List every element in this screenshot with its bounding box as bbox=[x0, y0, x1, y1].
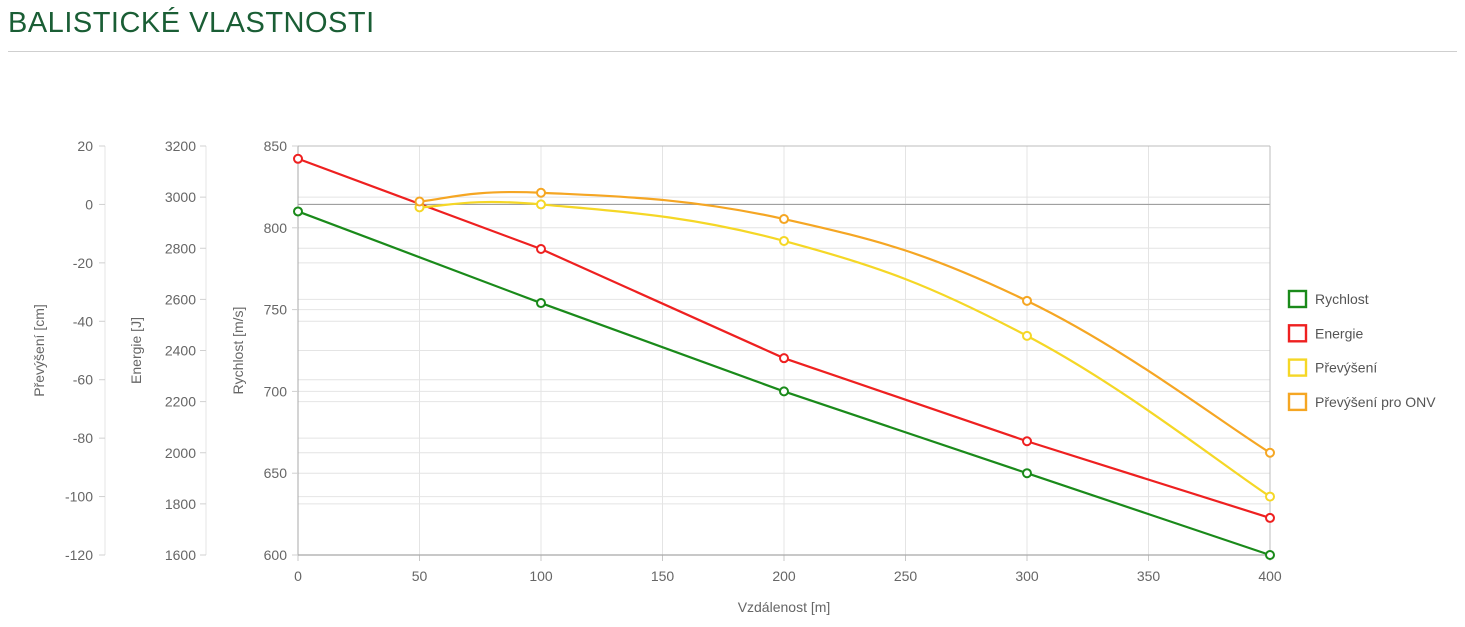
series-point-1 bbox=[1265, 550, 1275, 560]
x-tick-label: 200 bbox=[772, 568, 796, 584]
legend-swatch bbox=[1287, 289, 1308, 309]
speed-tick-label: 800 bbox=[264, 220, 288, 236]
page-title: BALISTICKÉ VLASTNOSTI bbox=[8, 7, 375, 39]
series-line-4 bbox=[419, 190, 1271, 454]
series-point-2 bbox=[1022, 436, 1032, 447]
series-point-2 bbox=[536, 244, 546, 255]
drop-tick-label: -40 bbox=[73, 313, 93, 329]
energy-tick-label: 2400 bbox=[165, 343, 196, 359]
x-tick-label: 100 bbox=[529, 568, 553, 584]
drop-tick-label: -120 bbox=[65, 547, 93, 563]
series-point-3 bbox=[536, 199, 546, 210]
speed-tick-label: 650 bbox=[264, 465, 288, 481]
legend-label: Rychlost bbox=[1315, 291, 1369, 307]
drop-tick-label: -100 bbox=[65, 489, 93, 505]
legend-label: Energie bbox=[1315, 325, 1363, 341]
series-point-4 bbox=[414, 196, 425, 207]
series-point-4 bbox=[779, 214, 789, 225]
legend-label: Převýšení bbox=[1315, 360, 1377, 376]
series-point-2 bbox=[1265, 512, 1275, 523]
x-axis-title: Vzdálenost [m] bbox=[738, 599, 831, 615]
x-tick-label: 150 bbox=[651, 568, 675, 584]
series-point-4 bbox=[1022, 295, 1032, 306]
x-tick-label: 400 bbox=[1258, 568, 1282, 584]
series-point-4 bbox=[1265, 447, 1275, 458]
series-point-1 bbox=[1022, 468, 1032, 479]
legend-swatch bbox=[1287, 358, 1308, 377]
energy-tick-label: 1800 bbox=[165, 496, 196, 512]
x-tick-label: 300 bbox=[1015, 568, 1039, 584]
energy-tick-label: 3200 bbox=[165, 138, 196, 154]
speed-tick-label: 850 bbox=[264, 138, 288, 154]
legend-swatch bbox=[1287, 392, 1308, 412]
series-point-1 bbox=[293, 206, 303, 217]
speed-tick-label: 600 bbox=[264, 547, 288, 563]
energy-tick-label: 2800 bbox=[165, 240, 196, 256]
energy-tick-label: 2200 bbox=[165, 394, 196, 410]
x-tick-label: 50 bbox=[412, 568, 428, 584]
series-point-1 bbox=[779, 386, 789, 397]
speed-tick-label: 700 bbox=[264, 383, 288, 399]
drop-axis-title: Převýšení [cm] bbox=[31, 304, 47, 397]
x-tick-label: 0 bbox=[294, 568, 302, 584]
energy-tick-label: 3000 bbox=[165, 189, 196, 205]
x-tick-label: 250 bbox=[894, 568, 918, 584]
speed-tick-label: 750 bbox=[264, 302, 288, 318]
drop-tick-label: 0 bbox=[85, 196, 93, 212]
series-point-3 bbox=[1265, 491, 1275, 502]
speed-axis-title: Rychlost [m/s] bbox=[230, 307, 246, 395]
legend-label: Převýšení pro ONV bbox=[1315, 394, 1436, 410]
x-tick-label: 350 bbox=[1137, 568, 1161, 584]
legend-swatch bbox=[1287, 324, 1308, 343]
series-point-1 bbox=[536, 298, 546, 309]
series-point-2 bbox=[779, 353, 789, 364]
drop-tick-label: -80 bbox=[73, 430, 93, 446]
energy-tick-label: 2000 bbox=[165, 445, 196, 461]
title-divider bbox=[8, 51, 1457, 52]
series-point-3 bbox=[1022, 330, 1032, 341]
drop-tick-label: -60 bbox=[73, 372, 93, 388]
series-line-3 bbox=[419, 200, 1271, 498]
drop-tick-label: -20 bbox=[73, 255, 93, 271]
energy-axis-title: Energie [J] bbox=[128, 317, 144, 384]
series-point-4 bbox=[536, 187, 546, 198]
series-point-3 bbox=[779, 235, 789, 246]
drop-tick-label: 20 bbox=[77, 138, 93, 154]
series-point-2 bbox=[293, 153, 303, 164]
energy-tick-label: 2600 bbox=[165, 291, 196, 307]
energy-tick-label: 1600 bbox=[165, 547, 196, 563]
